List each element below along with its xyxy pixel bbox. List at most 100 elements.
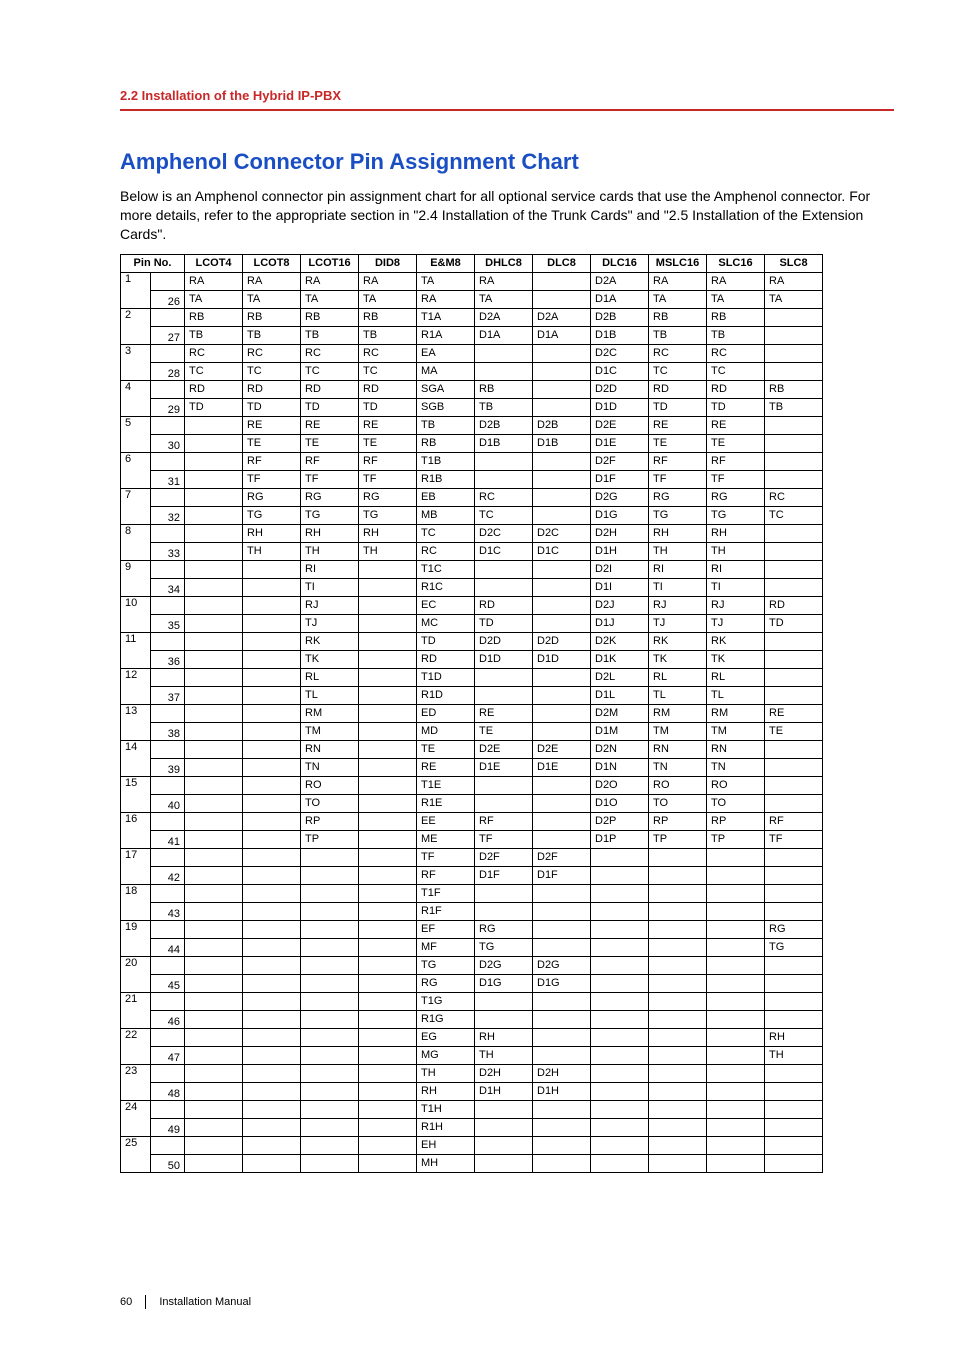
cell: RG: [243, 488, 301, 506]
cell: [707, 1064, 765, 1082]
cell: TN: [301, 758, 359, 776]
cell: TB: [475, 398, 533, 416]
cell: TO: [649, 794, 707, 812]
cell: D1M: [591, 722, 649, 740]
cell: [765, 524, 823, 542]
cell: [475, 1118, 533, 1136]
cell: [533, 272, 591, 290]
cell: [591, 884, 649, 902]
cell: TA: [475, 290, 533, 308]
cell: [475, 992, 533, 1010]
table-row: 32TGTGTGMBTCD1GTGTGTC: [121, 506, 823, 524]
cell: RM: [707, 704, 765, 722]
cell: RG: [417, 974, 475, 992]
cell: RG: [765, 920, 823, 938]
cell: [533, 884, 591, 902]
cell: [359, 596, 417, 614]
footer-divider: [145, 1295, 146, 1309]
cell: TJ: [649, 614, 707, 632]
cell: [765, 902, 823, 920]
cell: D1F: [533, 866, 591, 884]
cell: RA: [649, 272, 707, 290]
cell: TE: [243, 434, 301, 452]
table-row: 43R1F: [121, 902, 823, 920]
cell: TH: [301, 542, 359, 560]
cell: [649, 884, 707, 902]
pin-b-upper: [151, 956, 185, 974]
cell: [765, 416, 823, 434]
cell: TF: [301, 470, 359, 488]
cell: TA: [359, 290, 417, 308]
cell: [185, 524, 243, 542]
pin-b: 41: [151, 830, 185, 848]
cell: D1E: [591, 434, 649, 452]
table-row: 9RIT1CD2IRIRI: [121, 560, 823, 578]
cell: RL: [707, 668, 765, 686]
cell: RG: [301, 488, 359, 506]
table-row: 24T1H: [121, 1100, 823, 1118]
cell: [475, 578, 533, 596]
cell: [475, 668, 533, 686]
cell: T1H: [417, 1100, 475, 1118]
cell: [359, 668, 417, 686]
cell: [359, 938, 417, 956]
pin-b-upper: [151, 632, 185, 650]
table-row: 27TBTBTBTBR1AD1AD1AD1BTBTB: [121, 326, 823, 344]
cell: [533, 920, 591, 938]
cell: D2K: [591, 632, 649, 650]
table-row: 44MFTGTG: [121, 938, 823, 956]
cell: RC: [765, 488, 823, 506]
cell: [243, 1064, 301, 1082]
cell: [185, 1118, 243, 1136]
cell: TE: [301, 434, 359, 452]
cell: R1H: [417, 1118, 475, 1136]
cell: D1G: [533, 974, 591, 992]
cell: [533, 398, 591, 416]
table-row: 19EFRGRG: [121, 920, 823, 938]
cell: [765, 794, 823, 812]
table-header: LCOT8: [243, 254, 301, 272]
pin-b-upper: [151, 920, 185, 938]
cell: RF: [417, 866, 475, 884]
pin-a: 10: [121, 596, 151, 632]
cell: D2M: [591, 704, 649, 722]
cell: [707, 902, 765, 920]
cell: [765, 560, 823, 578]
cell: RD: [417, 650, 475, 668]
cell: [243, 722, 301, 740]
cell: RE: [649, 416, 707, 434]
cell: [185, 902, 243, 920]
cell: TK: [649, 650, 707, 668]
cell: EA: [417, 344, 475, 362]
pin-b: 48: [151, 1082, 185, 1100]
cell: [649, 992, 707, 1010]
cell: RE: [475, 704, 533, 722]
cell: TF: [359, 470, 417, 488]
cell: [185, 956, 243, 974]
cell: SGB: [417, 398, 475, 416]
cell: [649, 974, 707, 992]
cell: RP: [649, 812, 707, 830]
cell: D2F: [591, 452, 649, 470]
pin-b: 26: [151, 290, 185, 308]
cell: [533, 992, 591, 1010]
cell: RB: [301, 308, 359, 326]
pin-b-upper: [151, 1028, 185, 1046]
pin-b: 42: [151, 866, 185, 884]
cell: TN: [707, 758, 765, 776]
cell: [243, 1046, 301, 1064]
cell: EC: [417, 596, 475, 614]
cell: TC: [243, 362, 301, 380]
cell: D1P: [591, 830, 649, 848]
cell: D2G: [475, 956, 533, 974]
pin-a: 18: [121, 884, 151, 920]
cell: D1D: [533, 650, 591, 668]
cell: RE: [765, 704, 823, 722]
cell: D1B: [475, 434, 533, 452]
cell: TG: [707, 506, 765, 524]
cell: TM: [649, 722, 707, 740]
cell: [359, 992, 417, 1010]
cell: [533, 488, 591, 506]
pin-a: 17: [121, 848, 151, 884]
cell: TD: [185, 398, 243, 416]
